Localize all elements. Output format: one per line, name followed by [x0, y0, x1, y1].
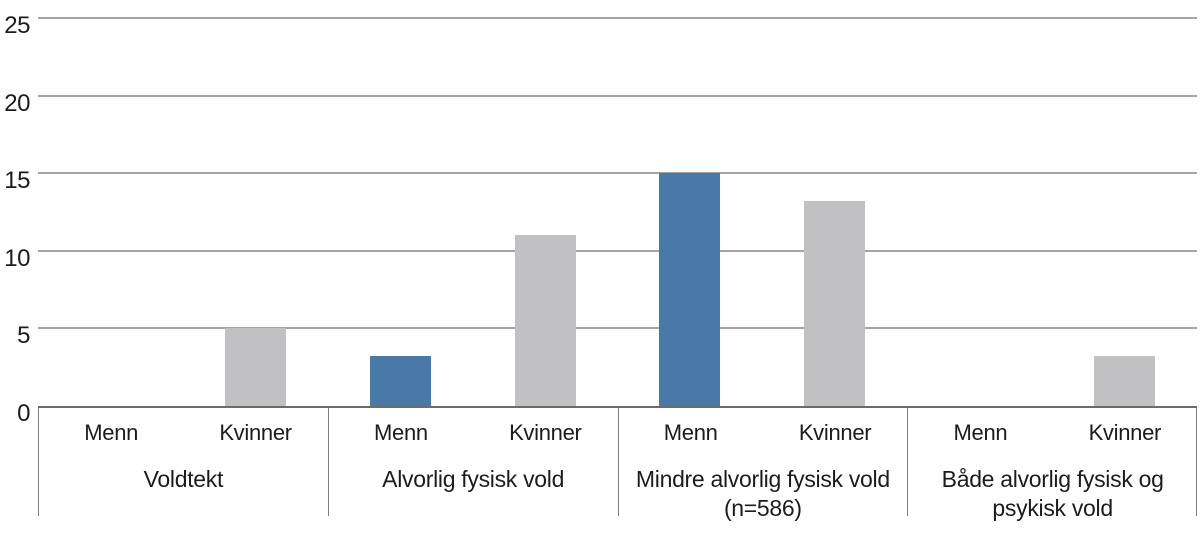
series-label-kvinner: Kvinner [509, 420, 582, 445]
y-tick-label: 10 [4, 244, 30, 272]
bar-menn-2 [369, 356, 431, 406]
gridline [38, 172, 1197, 175]
series-label-row: Menn Kvinner [619, 421, 908, 445]
series-label-row: Menn Kvinner [908, 421, 1197, 445]
category-label: Mindre alvorlig fysisk vold (n=586) [635, 466, 890, 521]
gridline [38, 17, 1197, 19]
y-tick-label: 25 [4, 12, 30, 39]
y-tick-label: 5 [17, 322, 30, 350]
group-cell-3: Menn Kvinner Mindre alvorlig fysisk vold (… [617, 408, 908, 521]
series-label-menn: Menn [84, 420, 139, 445]
group-cell-1: Menn Kvinner Voldtekt [38, 408, 328, 516]
gridline [38, 249, 1197, 252]
gridline [38, 94, 1197, 97]
bar-kvinner-2 [514, 235, 576, 406]
gridline [38, 327, 1197, 330]
series-label-menn: Menn [374, 420, 428, 445]
bar-kvinner-4 [1094, 356, 1156, 406]
series-label-kvinner: Kvinner [1088, 420, 1162, 445]
bar-kvinner-3 [804, 201, 866, 406]
bar-menn-3 [659, 173, 721, 406]
y-tick-label: 20 [4, 89, 30, 117]
category-label: Alvorlig fysisk vold [382, 466, 565, 492]
y-tick-label: 0 [17, 400, 30, 427]
bar-kvinner-1 [224, 328, 286, 406]
series-label-menn: Menn [953, 420, 1008, 445]
series-label-row: Menn Kvinner [329, 421, 618, 445]
group-cell-4: Menn Kvinner Både alvorlig fysisk og psyki… [907, 408, 1197, 521]
series-label-kvinner: Kvinner [798, 420, 872, 445]
y-axis: 25 20 15 10 5 0 [0, 0, 30, 533]
category-label: Både alvorlig fysisk og psykisk vold [941, 466, 1164, 521]
category-label: Voldtekt [143, 466, 224, 492]
series-label-menn: Menn [663, 420, 718, 445]
y-tick-label: 15 [4, 167, 30, 195]
series-label-row: Menn Kvinner [39, 421, 328, 445]
group-cell-2: Menn Kvinner Alvorlig fysisk vold [327, 408, 618, 516]
category-axis: Menn Kvinner Voldtekt Menn Kvinner Alvorlig f… [38, 408, 1197, 521]
series-label-kvinner: Kvinner [219, 420, 292, 445]
plot-area [38, 17, 1197, 408]
